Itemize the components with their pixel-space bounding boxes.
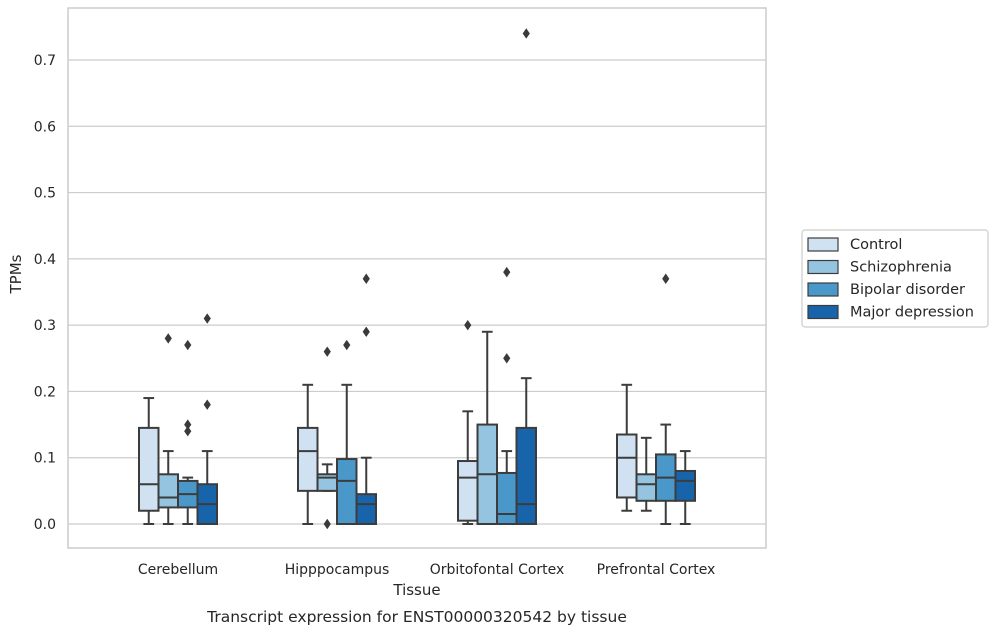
legend-swatch	[807, 282, 839, 297]
box-iqr	[336, 458, 358, 526]
box-control	[616, 383, 638, 512]
legend-swatch	[807, 259, 839, 275]
outlier-point	[343, 339, 351, 351]
chart-caption: Transcript expression for ENST0000032054…	[206, 608, 627, 626]
x-tick-label: Hipppocampus	[285, 562, 390, 578]
legend-swatch	[807, 304, 839, 320]
outlier-point	[362, 326, 370, 337]
outlier-point	[503, 353, 511, 364]
legend-label: Bipolar disorder	[850, 282, 965, 298]
box-iqr	[457, 460, 479, 522]
box-schizophrenia	[476, 330, 498, 526]
outlier-point	[362, 273, 370, 284]
outlier-point	[662, 273, 670, 284]
outlier-point	[203, 399, 211, 410]
x-axis-ticks: Cerebellum Hipppocampus Orbitofontal Corte…	[138, 562, 715, 578]
y-tick-label: 0.0	[34, 517, 56, 533]
box-plots	[138, 28, 696, 530]
box-iqr	[157, 473, 179, 509]
legend-swatch	[807, 237, 839, 252]
outlier-point	[184, 419, 192, 430]
box-control	[138, 397, 160, 525]
box-major-depression	[674, 450, 696, 525]
box-schizophrenia	[157, 333, 179, 525]
outlier-point	[164, 333, 172, 344]
grid-lines	[68, 59, 766, 525]
box-schizophrenia	[316, 346, 338, 530]
legend-label: Schizophrenia	[850, 260, 952, 276]
x-tick-label: Cerebellum	[138, 562, 218, 578]
outlier-point	[464, 319, 472, 331]
box-iqr	[355, 493, 377, 525]
box-control	[457, 319, 479, 525]
y-tick-label: 0.7	[34, 53, 56, 69]
box-iqr	[515, 426, 537, 525]
box-major-depression	[515, 28, 537, 525]
outlier-point	[184, 426, 192, 437]
outlier-point	[503, 266, 511, 278]
y-tick-label: 0.6	[34, 119, 56, 135]
box-bipolar-disorder	[336, 339, 358, 526]
y-tick-label: 0.4	[34, 252, 56, 268]
legend-label: Control	[850, 237, 902, 253]
outlier-point	[203, 313, 211, 324]
y-axis-ticks: 0.0 0.1 0.2 0.3 0.4 0.5 0.6 0.7	[34, 53, 56, 533]
x-axis-label: Tissue	[392, 581, 440, 599]
y-tick-label: 0.3	[34, 318, 56, 334]
plot-frame	[67, 7, 767, 549]
x-tick-label: Prefrontal Cortex	[597, 562, 716, 578]
box-control	[297, 383, 319, 525]
outlier-point	[522, 28, 530, 39]
box-iqr	[674, 469, 696, 502]
legend-frame	[801, 229, 989, 328]
box-iqr	[138, 426, 160, 512]
outlier-point	[184, 339, 192, 351]
box-iqr	[635, 473, 657, 502]
box-bipolar-disorder	[496, 266, 518, 525]
box-schizophrenia	[635, 436, 657, 512]
y-axis-label: TPMs	[7, 254, 25, 294]
box-bipolar-disorder	[655, 273, 677, 525]
outlier-point	[323, 346, 331, 357]
box-iqr	[297, 426, 319, 492]
box-iqr	[496, 471, 518, 525]
box-major-depression	[355, 273, 377, 525]
outlier-point	[323, 518, 331, 530]
box-bipolar-disorder	[177, 339, 199, 525]
y-tick-label: 0.1	[34, 451, 56, 467]
y-tick-label: 0.5	[34, 186, 56, 202]
y-tick-label: 0.2	[34, 384, 56, 400]
box-iqr	[616, 433, 638, 499]
legend: Control Schizophrenia Bipolar disorder Majo…	[801, 229, 989, 328]
box-major-depression	[196, 313, 218, 526]
x-tick-label: Orbitofontal Cortex	[430, 562, 565, 578]
legend-label: Major depression	[850, 305, 974, 321]
